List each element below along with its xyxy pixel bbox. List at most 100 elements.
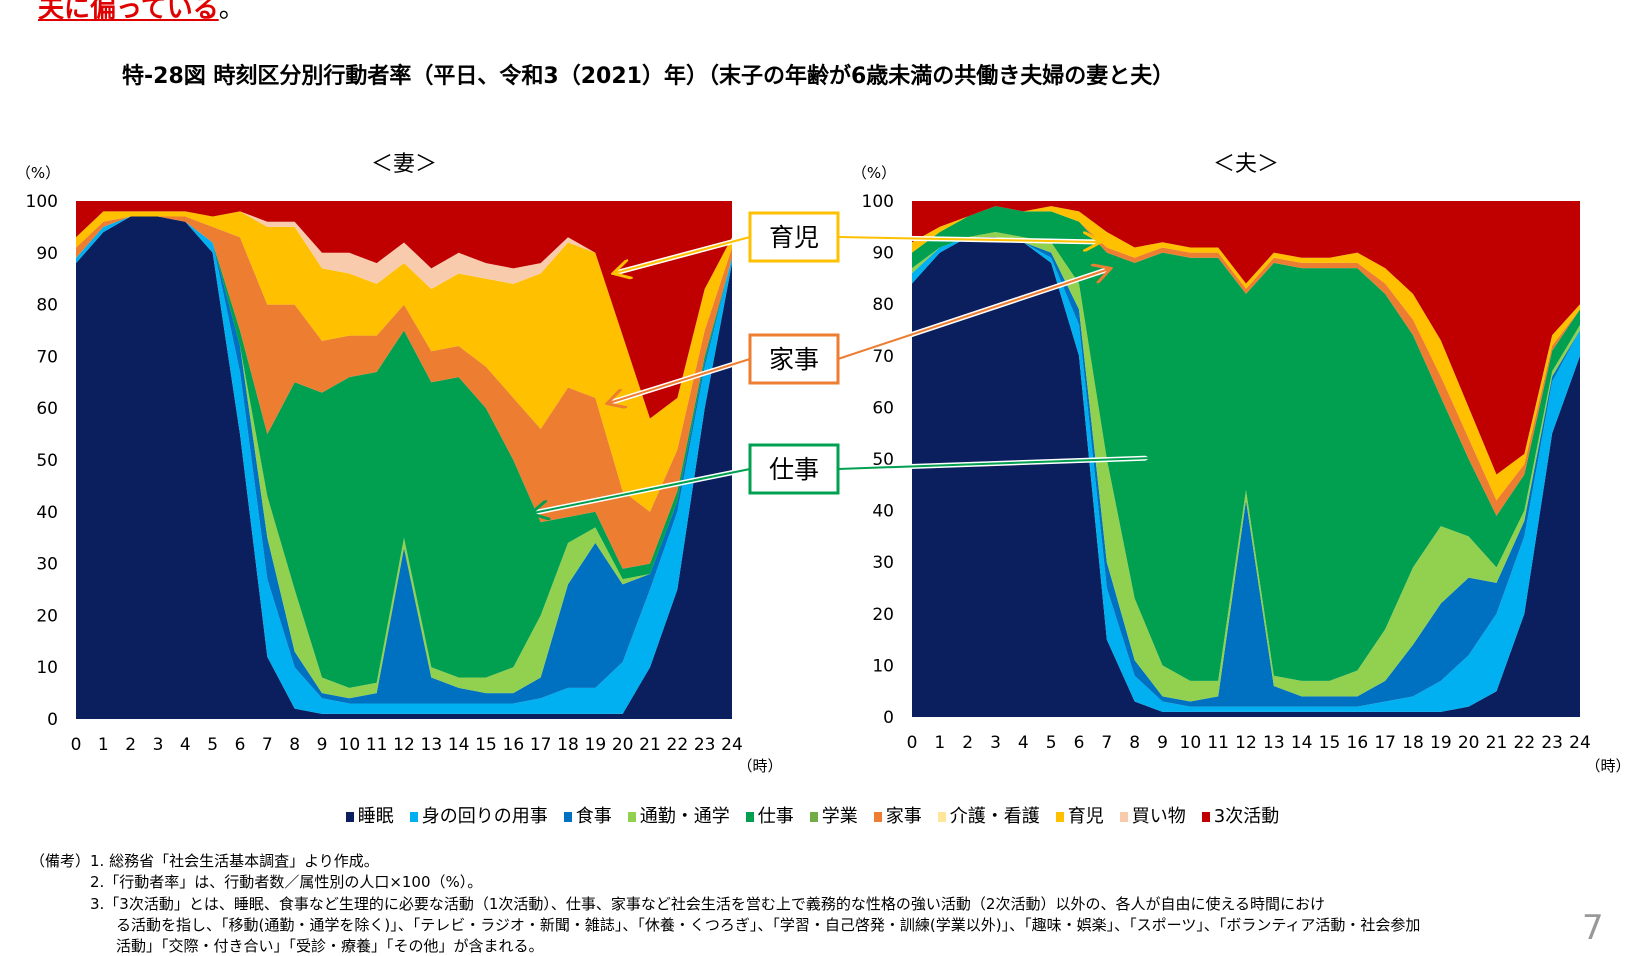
callout-arrow [615,236,751,273]
x-tick-label: 5 [207,735,218,755]
callout-label: 育児 [769,223,819,252]
x-tick-label: 22 [1514,733,1536,753]
y-tick-label: 50 [36,451,58,471]
legend-label: 仕事 [757,806,794,827]
y-tick-label: 30 [872,553,894,573]
legend-label: 通勤・通学 [639,806,730,827]
y-tick-label: 20 [36,606,58,626]
legend-label: 介護・看護 [949,806,1040,827]
note-2: 2.「行動者率」は、行動者数／属性別の人口×100（%）。 [90,873,483,891]
x-tick-label: 18 [1402,733,1424,753]
legend-label: 買い物 [1131,806,1186,827]
lead-emphasis: 夫に偏っている [38,0,219,24]
y-tick-label: 10 [872,656,894,676]
x-tick-label: 8 [289,735,300,755]
legend-label: 身の回りの用事 [421,806,548,827]
lead-text: 夫に偏っている。 [38,0,245,25]
x-tick-label: 1 [98,735,109,755]
legend-swatch [937,812,946,822]
area-仕事 [912,206,1580,681]
area-食事 [76,216,732,704]
legend-swatch [1055,812,1064,822]
y-tick-label: 80 [872,295,894,315]
x-tick-label: 16 [1347,733,1369,753]
figure-title: 特-28図 時刻区分別行動者率（平日、令和3（2021）年）（末子の年齢が6歳未… [122,64,1175,89]
legend-label: 3次活動 [1213,806,1280,827]
y-tick-label: 40 [872,502,894,522]
legend-label: 育児 [1067,806,1104,827]
x-tick-label: 13 [421,735,443,755]
legend-item: 食事 [563,806,612,827]
area-睡眠 [912,237,1580,717]
x-tick-label: 0 [71,735,82,755]
callout-label: 仕事 [769,455,819,484]
area-食事 [912,237,1580,707]
x-tick-label: 11 [366,735,388,755]
note-3: 3.「3次活動」とは、睡眠、食事など生理的に必要な活動（1次活動）、仕事、家事な… [90,895,1326,913]
callout-box [748,443,840,495]
legend-item: 睡眠 [345,806,394,827]
legend-label: 家事 [885,806,922,827]
y-tick-label: 70 [872,347,894,367]
x-tick-label: 5 [1046,733,1057,753]
panel-title: ＜夫＞ [1213,152,1279,177]
area-買い物 [76,211,732,419]
y-tick-label: 10 [36,658,58,678]
legend-swatch [345,812,354,822]
legend-swatch [563,812,572,822]
x-tick-label: 24 [1569,733,1591,753]
callout-housework: 家事 [609,269,1109,403]
y-tick-label: 100 [862,192,894,212]
y-tick-label: 60 [872,398,894,418]
x-tick-label: 7 [262,735,273,755]
callout-arrow [837,237,1099,242]
y-tick-label: 0 [47,710,58,730]
callout-arrow [533,468,751,513]
x-tick-label: 9 [1157,733,1168,753]
callout-box [748,211,840,263]
area-仕事 [76,216,732,688]
x-tick-label: 13 [1263,733,1285,753]
x-tick-label: 15 [1319,733,1341,753]
note-1: （備考）1. 総務省「社会生活基本調査」より作成。 [30,852,379,870]
legend-label: 食事 [575,806,612,827]
x-tick-label: 12 [1235,733,1257,753]
y-tick-label: 60 [36,399,58,419]
x-tick-label: 14 [448,735,470,755]
x-tick-label: 19 [1430,733,1452,753]
x-tick-label: 24 [721,735,743,755]
callout-arrow [609,358,751,403]
x-tick-label: 19 [585,735,607,755]
x-tick-label: 18 [557,735,579,755]
x-tick-label: 1 [934,733,945,753]
note-3-cont: る活動を指し、「移動(通勤・通学を除く)」、「テレビ・ラジオ・新聞・雑誌」、「休… [116,916,1421,934]
callout-arrow [837,458,1151,470]
x-tick-label: 17 [530,735,552,755]
x-tick-label: 9 [317,735,328,755]
x-tick-label: 6 [1074,733,1085,753]
legend-item: 仕事 [745,806,794,827]
legend-swatch [409,812,418,822]
area-睡眠 [76,216,732,720]
note-3-cont2: 活動」「交際・付き合い」「受診・療養」「その他」が含まれる。 [116,937,544,955]
panel-title: ＜妻＞ [371,152,437,177]
legend-label: 睡眠 [357,806,394,827]
x-tick-label: 8 [1129,733,1140,753]
y-tick-label: 0 [883,708,894,728]
x-tick-label: 21 [639,735,661,755]
x-tick-label: 14 [1291,733,1313,753]
area-3次活動 [912,201,1580,475]
legend-label: 学業 [821,806,858,827]
legend-item: 家事 [873,806,922,827]
x-tick-label: 3 [990,733,1001,753]
legend-swatch [1119,812,1128,822]
x-axis-unit: （時） [1585,757,1625,775]
lead-suffix: 。 [218,0,245,24]
y-tick-label: 70 [36,347,58,367]
area-育児 [912,206,1580,501]
y-axis-unit: （%） [852,164,896,182]
legend-item: 通勤・通学 [627,806,730,827]
x-tick-label: 23 [694,735,716,755]
legend-item: 学業 [809,806,858,827]
x-tick-label: 22 [667,735,689,755]
